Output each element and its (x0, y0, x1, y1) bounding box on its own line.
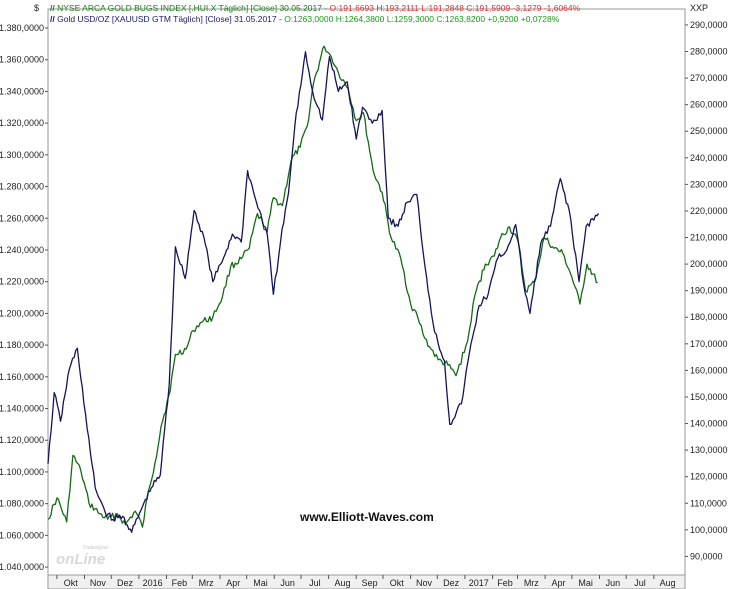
left-axis-label: $ (34, 3, 39, 13)
left-tick-label: 1.340,0000 (0, 86, 44, 96)
x-tick-label: Jul (309, 578, 321, 588)
right-tick-label: 200,0000 (690, 259, 728, 269)
x-tick-label: Apr (226, 578, 240, 588)
x-tick-label: Feb (497, 578, 513, 588)
right-tick-label: 270,0000 (690, 73, 728, 83)
left-tick-label: 1.100,0000 (0, 467, 44, 477)
x-tick-label: Feb (172, 578, 188, 588)
series-line-hui (47, 45, 598, 528)
left-tick-label: 1.280,0000 (0, 182, 44, 192)
x-axis: Okt Nov Dez 2016 Feb Mrz Apr Mai Jun Jul Aug Sep Okt… (56, 575, 676, 588)
x-tick-label: Mai (578, 578, 593, 588)
x-tick-label: 2017 (469, 578, 489, 588)
right-tick-label: 110,0000 (690, 498, 727, 508)
left-tick-label: 1.240,0000 (0, 245, 44, 255)
right-tick-label: 170,0000 (690, 339, 728, 349)
x-tick-label: 2016 (143, 578, 163, 588)
legend-text-hui: NYSE ARCA GOLD BUGS INDEX [.HUI.X Täglic… (57, 3, 330, 13)
x-axis-band (47, 574, 686, 589)
right-tick-label: 260,0000 (690, 100, 728, 110)
x-tick-label: Apr (551, 578, 565, 588)
left-tick-label: 1.320,0000 (0, 118, 44, 128)
right-axis-label: XXP (690, 3, 708, 13)
right-tick-label: 120,0000 (690, 472, 728, 482)
left-tick-label: 1.360,0000 (0, 55, 44, 65)
x-tick-label: Sep (362, 578, 378, 588)
legend-swatch-gold: // (50, 14, 55, 24)
series-layer (47, 45, 600, 533)
plot-area (47, 8, 686, 576)
x-tick-label: Okt (390, 578, 405, 588)
right-tick-label: 280,0000 (690, 47, 728, 57)
legend-entry-hui: // NYSE ARCA GOLD BUGS INDEX [.HUI.X Täg… (50, 3, 580, 13)
left-tick-label: 1.060,0000 (0, 530, 44, 540)
x-tick-label: Jun (606, 578, 621, 588)
left-axis: 1.380,0000 1.360,0000 1.340,0000 1.320,0000… (0, 23, 48, 572)
tradesignal-logo: Tradesignal onLine (56, 545, 116, 569)
legend-text-gold: Gold USD/OZ [XAUUSD GTM Täglich] [Close]… (57, 14, 285, 24)
legend-ohlc-hui: O:191,6693 H:193,2111 L:191,2848 C:191,5… (329, 3, 581, 13)
watermark: www.Elliott-Waves.com (300, 510, 434, 524)
left-tick-label: 1.040,0000 (0, 562, 44, 572)
left-tick-label: 1.380,0000 (0, 23, 44, 33)
legend-entry-gold: // Gold USD/OZ [XAUUSD GTM Täglich] [Clo… (50, 14, 559, 24)
left-tick-label: 1.300,0000 (0, 150, 44, 160)
x-tick-label: Mrz (524, 578, 539, 588)
x-tick-label: Jun (280, 578, 295, 588)
right-tick-label: 290,0000 (690, 20, 728, 30)
left-tick-label: 1.080,0000 (0, 499, 44, 509)
left-tick-label: 1.160,0000 (0, 372, 44, 382)
x-tick-label: Mrz (199, 578, 214, 588)
right-tick-label: 190,0000 (690, 286, 728, 296)
right-tick-label: 130,0000 (690, 445, 728, 455)
legend-swatch-hui: // (50, 3, 55, 13)
left-tick-label: 1.260,0000 (0, 213, 44, 223)
right-tick-label: 160,0000 (690, 365, 728, 375)
left-tick-label: 1.220,0000 (0, 277, 44, 287)
left-tick-label: 1.200,0000 (0, 308, 44, 318)
x-tick-label: Jul (634, 578, 646, 588)
right-tick-label: 240,0000 (690, 153, 728, 163)
right-tick-label: 180,0000 (690, 312, 728, 322)
right-tick-label: 250,0000 (690, 126, 728, 136)
x-tick-label: Nov (90, 578, 107, 588)
x-tick-label: Aug (660, 578, 676, 588)
x-tick-label: Nov (416, 578, 433, 588)
logo-main: onLine (56, 551, 106, 568)
x-tick-label: Okt (64, 578, 79, 588)
logo-sub: Tradesignal (82, 545, 108, 551)
right-tick-label: 90,0000 (690, 551, 723, 561)
left-tick-label: 1.120,0000 (0, 435, 44, 445)
right-tick-label: 220,0000 (690, 206, 728, 216)
left-tick-label: 1.140,0000 (0, 404, 44, 414)
right-tick-label: 210,0000 (690, 233, 728, 243)
right-tick-label: 140,0000 (690, 419, 728, 429)
left-tick-label: 1.180,0000 (0, 340, 44, 350)
right-axis: 290,0000 280,0000 270,0000 260,0000 250,0000… (685, 20, 728, 561)
x-tick-label: Mai (253, 578, 268, 588)
right-tick-label: 100,0000 (690, 525, 728, 535)
series-line-gold (47, 51, 600, 533)
right-tick-label: 230,0000 (690, 179, 728, 189)
x-tick-label: Aug (334, 578, 350, 588)
right-tick-label: 150,0000 (690, 392, 728, 402)
x-tick-label: Dez (117, 578, 134, 588)
legend-ohlc-gold: O:1263,0000 H:1264,3800 L:1259,3000 C:12… (284, 14, 560, 24)
x-tick-label: Dez (443, 578, 460, 588)
